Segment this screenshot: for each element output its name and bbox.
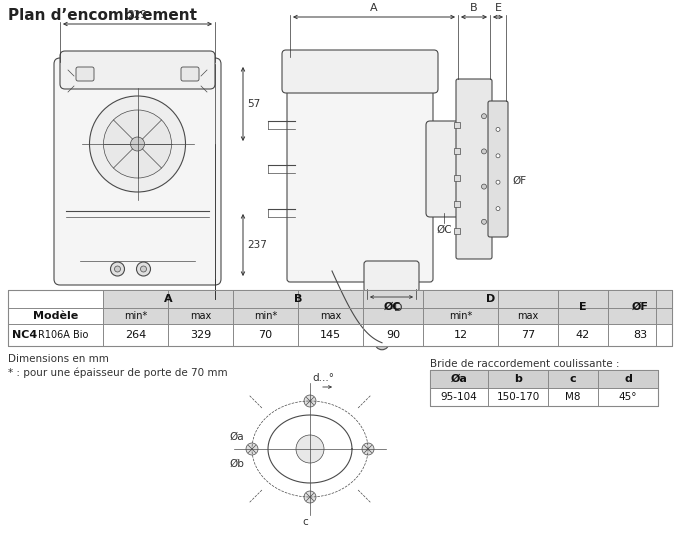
Bar — [363, 308, 423, 324]
Text: Modèle: Modèle — [33, 311, 78, 321]
Text: 90: 90 — [386, 330, 400, 340]
Text: B: B — [470, 3, 478, 13]
Text: Dimensions en mm: Dimensions en mm — [8, 354, 109, 364]
Text: 77: 77 — [521, 330, 535, 340]
Bar — [423, 308, 558, 324]
Bar — [608, 308, 656, 324]
Bar — [430, 370, 658, 406]
Circle shape — [246, 443, 258, 455]
Text: A: A — [370, 3, 378, 13]
Text: M8: M8 — [565, 392, 581, 402]
Bar — [454, 175, 460, 181]
Circle shape — [110, 262, 124, 276]
Text: 329: 329 — [190, 330, 211, 340]
Text: d...°: d...° — [312, 373, 334, 383]
Text: Øb: Øb — [229, 459, 244, 469]
Circle shape — [304, 395, 316, 407]
Bar — [454, 149, 460, 154]
Text: R106A Bio: R106A Bio — [38, 330, 88, 340]
Text: Øa: Øa — [229, 432, 244, 442]
Text: d: d — [624, 374, 632, 384]
Circle shape — [496, 180, 500, 184]
FancyBboxPatch shape — [426, 121, 462, 217]
Text: Plan d’encombrement: Plan d’encombrement — [8, 8, 197, 23]
Circle shape — [137, 262, 150, 276]
Text: 45°: 45° — [619, 392, 637, 402]
Text: b: b — [514, 374, 522, 384]
Circle shape — [90, 96, 186, 192]
FancyBboxPatch shape — [287, 56, 433, 282]
Bar — [233, 308, 363, 324]
Text: E: E — [494, 3, 502, 13]
Text: B: B — [294, 294, 302, 304]
Text: * : pour une épaisseur de porte de 70 mm: * : pour une épaisseur de porte de 70 mm — [8, 367, 228, 378]
Text: ØF: ØF — [512, 176, 526, 186]
Circle shape — [375, 336, 389, 350]
Bar — [103, 308, 233, 324]
Text: 95-104: 95-104 — [441, 392, 477, 402]
Text: 264: 264 — [125, 330, 146, 340]
Bar — [430, 370, 658, 388]
Text: 237: 237 — [247, 240, 267, 250]
Circle shape — [496, 154, 500, 158]
Text: 145: 145 — [320, 330, 341, 340]
Circle shape — [481, 114, 486, 119]
Text: 229: 229 — [128, 10, 148, 20]
Bar — [454, 201, 460, 207]
Circle shape — [379, 340, 385, 346]
Text: min*: min* — [254, 311, 277, 321]
Bar — [103, 290, 672, 308]
Bar — [558, 308, 608, 324]
FancyBboxPatch shape — [54, 58, 221, 285]
Bar — [454, 122, 460, 128]
Bar — [656, 308, 672, 324]
Text: max: max — [190, 311, 211, 321]
Circle shape — [141, 266, 146, 272]
FancyBboxPatch shape — [181, 67, 199, 81]
Bar — [454, 227, 460, 233]
FancyBboxPatch shape — [456, 79, 492, 259]
Circle shape — [496, 127, 500, 132]
Text: min*: min* — [124, 311, 147, 321]
Text: Øa: Øa — [451, 374, 467, 384]
Text: ØF: ØF — [632, 302, 649, 312]
Circle shape — [362, 443, 374, 455]
Text: c: c — [302, 517, 308, 527]
Text: ØC: ØC — [384, 302, 402, 312]
Circle shape — [296, 435, 324, 463]
FancyBboxPatch shape — [364, 261, 419, 292]
Text: 150-170: 150-170 — [496, 392, 540, 402]
Circle shape — [103, 110, 171, 178]
Text: 57: 57 — [247, 99, 260, 109]
Bar — [8, 290, 672, 346]
Text: NC4: NC4 — [12, 330, 37, 340]
Text: E: E — [579, 302, 587, 312]
Text: max: max — [517, 311, 539, 321]
Text: ØC: ØC — [436, 225, 452, 235]
FancyBboxPatch shape — [488, 101, 508, 237]
Text: 12: 12 — [454, 330, 468, 340]
Text: D: D — [486, 294, 495, 304]
Text: A: A — [164, 294, 172, 304]
Circle shape — [131, 137, 144, 151]
Text: c: c — [570, 374, 577, 384]
FancyBboxPatch shape — [60, 51, 215, 89]
Text: min*: min* — [449, 311, 472, 321]
Circle shape — [496, 207, 500, 211]
Text: Bride de raccordement coulissante :: Bride de raccordement coulissante : — [430, 359, 619, 369]
Circle shape — [114, 266, 120, 272]
Text: 70: 70 — [258, 330, 273, 340]
Text: D: D — [394, 303, 402, 313]
Circle shape — [304, 491, 316, 503]
FancyBboxPatch shape — [282, 50, 438, 93]
Circle shape — [481, 149, 486, 154]
Circle shape — [481, 219, 486, 224]
Text: max: max — [320, 311, 341, 321]
Text: 42: 42 — [576, 330, 590, 340]
FancyBboxPatch shape — [76, 67, 94, 81]
Text: 83: 83 — [633, 330, 647, 340]
Circle shape — [481, 184, 486, 189]
